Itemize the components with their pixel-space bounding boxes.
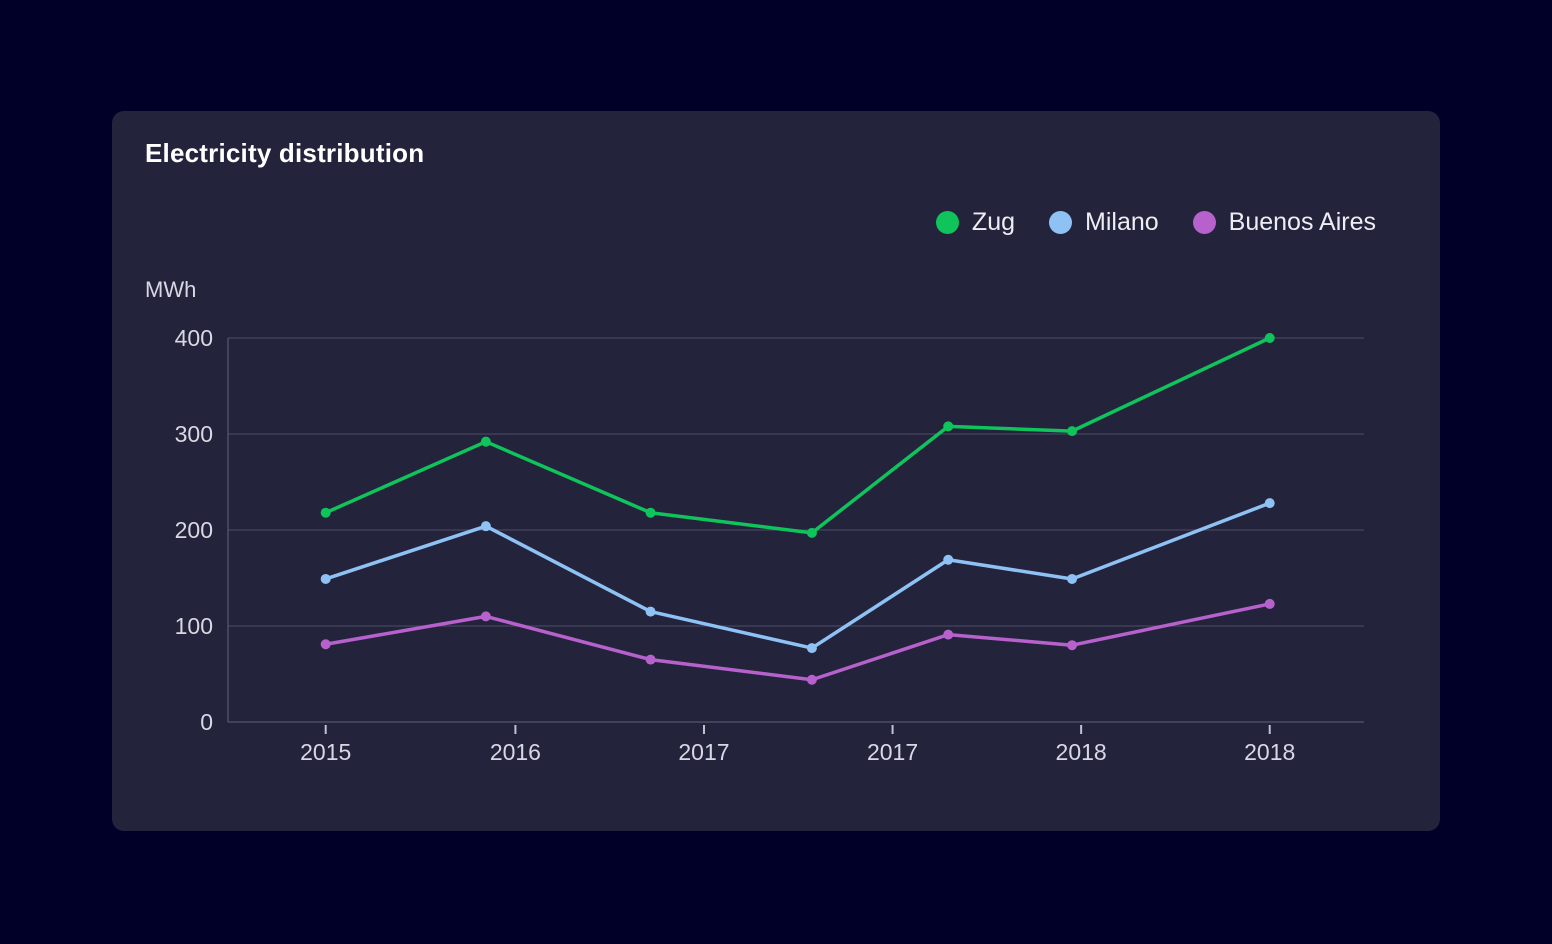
chart-title: Electricity distribution — [145, 138, 425, 168]
series-line-zug — [323, 336, 1272, 535]
y-tick-label: 400 — [175, 325, 213, 351]
series-line-buenos-aires — [323, 602, 1272, 682]
x-tick-label: 2018 — [1244, 739, 1295, 765]
chart-card: Electricity distribution Zug Milano Buen… — [112, 111, 1440, 831]
legend-label-zug: Zug — [971, 208, 1016, 236]
legend-swatch-buenos-aires-icon — [1192, 211, 1216, 234]
legend-swatch-milano-icon — [1049, 211, 1073, 234]
legend-item-zug[interactable]: Zug — [935, 208, 1016, 237]
legend-swatch-zug-icon — [935, 211, 959, 234]
x-tick-label: 2017 — [867, 739, 918, 765]
data-point-milano[interactable] — [806, 643, 817, 654]
y-tick-label: 0 — [200, 709, 213, 735]
data-point-zug[interactable] — [645, 507, 656, 518]
data-point-milano[interactable] — [1067, 573, 1078, 584]
line-chart-plot: 0 100 200 300 400 2015 2016 2017 2017 2018 2018 — [175, 325, 1364, 765]
data-point-buenos-aires[interactable] — [480, 611, 491, 622]
data-point-zug[interactable] — [320, 507, 331, 518]
data-point-zug[interactable] — [806, 527, 817, 538]
data-point-milano[interactable] — [1264, 498, 1275, 509]
data-point-buenos-aires[interactable] — [1067, 640, 1078, 651]
chart-legend: Zug Milano Buenos Aires — [935, 208, 1376, 237]
data-point-zug[interactable] — [480, 436, 491, 447]
y-tick-label: 300 — [175, 421, 213, 447]
legend-label-buenos-aires: Buenos Aires — [1228, 208, 1376, 236]
data-point-milano[interactable] — [320, 573, 331, 584]
y-tick-label: 100 — [175, 613, 213, 639]
x-tick-label: 2018 — [1056, 739, 1107, 765]
legend-item-buenos-aires[interactable]: Buenos Aires — [1192, 208, 1376, 237]
x-tick-label: 2016 — [490, 739, 541, 765]
legend-item-milano[interactable]: Milano — [1049, 208, 1159, 237]
data-point-buenos-aires[interactable] — [943, 629, 954, 640]
data-point-milano[interactable] — [480, 521, 491, 532]
data-point-buenos-aires[interactable] — [1264, 598, 1275, 609]
data-point-buenos-aires[interactable] — [645, 654, 656, 665]
legend-label-milano: Milano — [1085, 208, 1159, 236]
y-tick-label: 200 — [175, 517, 213, 543]
data-point-zug[interactable] — [943, 421, 954, 432]
data-point-buenos-aires[interactable] — [320, 639, 331, 650]
y-axis-unit-label: MWh — [145, 277, 197, 302]
data-point-buenos-aires[interactable] — [806, 674, 817, 685]
x-tick-label: 2017 — [678, 739, 729, 765]
data-point-zug[interactable] — [1067, 426, 1078, 437]
data-point-milano[interactable] — [645, 606, 656, 617]
data-point-zug[interactable] — [1264, 333, 1275, 343]
x-tick-label: 2015 — [300, 739, 351, 765]
data-point-milano[interactable] — [943, 554, 954, 565]
